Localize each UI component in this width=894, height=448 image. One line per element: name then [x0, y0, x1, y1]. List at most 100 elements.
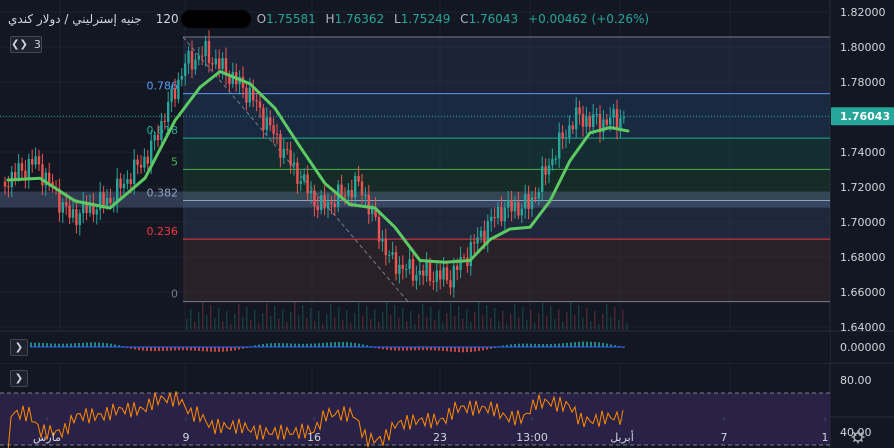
candle-body[interactable]: [568, 125, 571, 138]
current-price-badge[interactable]: [831, 107, 894, 126]
candle-body[interactable]: [428, 262, 432, 282]
candle-body[interactable]: [214, 58, 217, 65]
candle-body[interactable]: [500, 206, 503, 222]
candle-body[interactable]: [133, 159, 136, 184]
candle-body[interactable]: [136, 159, 139, 165]
candle-body[interactable]: [116, 178, 119, 203]
candle-body[interactable]: [139, 164, 143, 168]
candle-body[interactable]: [31, 158, 34, 165]
candle-body[interactable]: [469, 242, 472, 267]
candle-body[interactable]: [452, 265, 455, 288]
candle-body[interactable]: [184, 63, 187, 77]
candle-body[interactable]: [180, 76, 183, 80]
candle-body[interactable]: [476, 237, 479, 244]
candle-body[interactable]: [299, 181, 302, 184]
candle-body[interactable]: [286, 148, 289, 151]
candle-body[interactable]: [401, 264, 404, 270]
indicators-toggle-button[interactable]: ❮❯ 3: [10, 36, 42, 53]
candle-body[interactable]: [296, 162, 299, 184]
candle-body[interactable]: [153, 134, 156, 141]
candle-body[interactable]: [102, 192, 105, 206]
price-axis[interactable]: 1.820001.800001.780001.760001.740001.720…: [0, 6, 894, 439]
candle-body[interactable]: [384, 238, 387, 256]
candle-body[interactable]: [592, 114, 595, 128]
candle-body[interactable]: [160, 120, 163, 141]
candle-body[interactable]: [585, 116, 588, 127]
candle-body[interactable]: [126, 179, 129, 184]
candle-body[interactable]: [224, 58, 228, 76]
candle-body[interactable]: [282, 148, 285, 158]
candle-body[interactable]: [381, 238, 384, 242]
candle-body[interactable]: [44, 172, 47, 186]
candle-body[interactable]: [364, 194, 367, 196]
candle-body[interactable]: [530, 197, 534, 209]
candle-body[interactable]: [275, 133, 279, 135]
candle-body[interactable]: [432, 281, 435, 283]
candle-body[interactable]: [20, 163, 24, 171]
candle-body[interactable]: [394, 252, 398, 274]
candle-body[interactable]: [517, 202, 520, 216]
candle-body[interactable]: [411, 259, 415, 281]
candle-body[interactable]: [340, 184, 343, 196]
candle-body[interactable]: [357, 175, 360, 182]
candle-body[interactable]: [456, 265, 459, 271]
moving-average-line[interactable]: [6, 70, 630, 264]
candle-body[interactable]: [177, 79, 180, 100]
candle-body[interactable]: [391, 252, 394, 255]
candle-body[interactable]: [405, 269, 408, 271]
candle-body[interactable]: [507, 200, 510, 208]
candle-body[interactable]: [445, 267, 449, 281]
candle-body[interactable]: [462, 257, 466, 259]
candle-body[interactable]: [473, 242, 476, 244]
candle-body[interactable]: [561, 132, 564, 139]
candle-body[interactable]: [58, 188, 61, 213]
candle-body[interactable]: [377, 216, 381, 242]
candle-body[interactable]: [527, 194, 530, 209]
candle-body[interactable]: [306, 174, 309, 194]
candle-body[interactable]: [309, 190, 313, 194]
gear-icon[interactable]: [851, 430, 865, 444]
candle-body[interactable]: [269, 117, 272, 126]
candle-body[interactable]: [425, 262, 428, 276]
candle-body[interactable]: [571, 125, 574, 130]
candle-body[interactable]: [190, 50, 194, 70]
candle-body[interactable]: [34, 156, 37, 165]
candle-body[interactable]: [588, 116, 591, 128]
candle-body[interactable]: [197, 55, 200, 60]
candle-body[interactable]: [201, 55, 204, 57]
candle-body[interactable]: [3, 181, 7, 187]
candle-body[interactable]: [581, 114, 585, 127]
interval-label[interactable]: 120: [155, 12, 179, 26]
candle-body[interactable]: [221, 58, 224, 69]
candle-body[interactable]: [388, 254, 391, 256]
candle-body[interactable]: [252, 87, 255, 101]
candle-body[interactable]: [143, 156, 146, 168]
candle-body[interactable]: [48, 172, 51, 183]
candle-body[interactable]: [279, 134, 282, 158]
candle-body[interactable]: [85, 202, 88, 213]
candle-body[interactable]: [578, 107, 581, 115]
candle-body[interactable]: [320, 195, 323, 211]
candle-body[interactable]: [289, 150, 292, 166]
candle-body[interactable]: [418, 270, 421, 275]
candle-body[interactable]: [303, 174, 306, 182]
rsi-collapse-button[interactable]: ❯: [10, 370, 28, 387]
candle-body[interactable]: [510, 200, 513, 212]
candle-body[interactable]: [622, 117, 625, 119]
candle-body[interactable]: [146, 156, 149, 164]
candle-body[interactable]: [558, 132, 561, 159]
candle-body[interactable]: [173, 88, 177, 100]
candle-body[interactable]: [92, 202, 95, 215]
candle-body[interactable]: [292, 162, 296, 166]
candle-body[interactable]: [95, 209, 98, 215]
candle-body[interactable]: [544, 166, 547, 175]
candle-body[interactable]: [187, 50, 190, 64]
candle-body[interactable]: [371, 207, 374, 215]
candle-body[interactable]: [129, 179, 132, 184]
candle-body[interactable]: [513, 202, 517, 212]
candle-body[interactable]: [262, 107, 265, 130]
candle-body[interactable]: [78, 213, 81, 226]
candle-body[interactable]: [170, 88, 173, 102]
candle-body[interactable]: [105, 197, 109, 206]
candle-body[interactable]: [398, 264, 401, 274]
